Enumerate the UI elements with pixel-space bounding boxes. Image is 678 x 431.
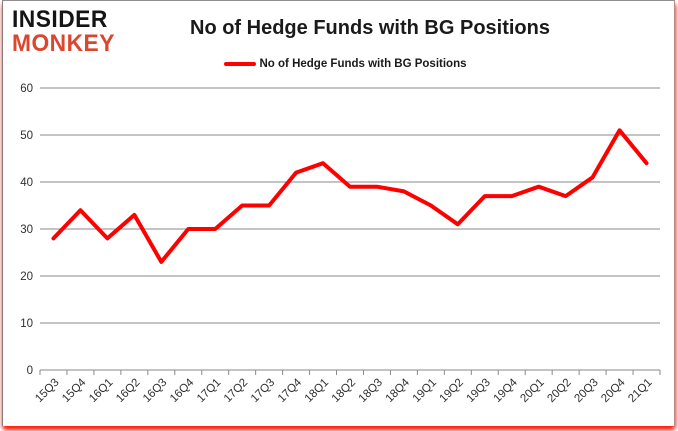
y-tick-label: 0 <box>27 365 33 377</box>
y-tick-label: 20 <box>20 271 33 283</box>
x-tick-label: 17Q1 <box>195 377 223 405</box>
logo-line-monkey: MONKEY <box>12 30 115 57</box>
x-tick-label: 20Q2 <box>545 377 573 405</box>
legend: No of Hedge Funds with BG Positions <box>40 58 650 70</box>
legend-line-swatch-icon <box>223 62 256 66</box>
insider-monkey-logo: INSIDER MONKEY <box>12 8 115 56</box>
x-tick-label: 17Q2 <box>222 377 250 405</box>
x-tick-label: 16Q4 <box>168 376 197 405</box>
x-tick-label: 15Q4 <box>60 376 89 405</box>
gridlines <box>40 87 660 371</box>
x-axis-labels: 15Q315Q416Q116Q216Q316Q417Q117Q217Q317Q4… <box>33 376 654 405</box>
data-series-line <box>51 128 649 264</box>
y-tick-label: 40 <box>20 177 33 189</box>
x-tick-label: 18Q2 <box>330 377 358 405</box>
x-tick-label: 15Q3 <box>33 377 61 405</box>
x-tick-label: 18Q3 <box>357 377 385 405</box>
y-tick-label: 10 <box>20 318 33 330</box>
x-tick-label: 20Q3 <box>572 377 600 405</box>
x-tick-label: 16Q3 <box>141 377 169 405</box>
x-tick-label: 19Q2 <box>438 377 466 405</box>
x-tick-label: 17Q4 <box>276 376 305 405</box>
y-tick-label: 50 <box>20 130 33 142</box>
x-tick-label: 20Q4 <box>599 376 628 405</box>
logo-line-insider: INSIDER <box>12 6 108 33</box>
x-tick-label: 19Q1 <box>411 377 439 405</box>
x-tick-label: 16Q1 <box>87 377 115 405</box>
x-tick-label: 18Q1 <box>303 377 331 405</box>
x-axis-ticks <box>39 370 661 375</box>
y-tick-label: 60 <box>20 83 33 95</box>
x-tick-label: 17Q3 <box>249 377 277 405</box>
x-tick-label: 20Q1 <box>518 377 546 405</box>
x-tick-label: 19Q4 <box>491 376 520 405</box>
x-tick-label: 21Q1 <box>626 377 654 405</box>
legend-label: No of Hedge Funds with BG Positions <box>259 58 467 70</box>
x-tick-label: 16Q2 <box>114 377 142 405</box>
x-tick-label: 19Q3 <box>465 377 493 405</box>
y-tick-label: 30 <box>20 224 33 236</box>
chart-title: No of Hedge Funds with BG Positions <box>190 17 550 39</box>
x-tick-label: 18Q4 <box>384 376 413 405</box>
y-axis-labels: 0 10 20 30 40 50 60 <box>20 83 33 377</box>
